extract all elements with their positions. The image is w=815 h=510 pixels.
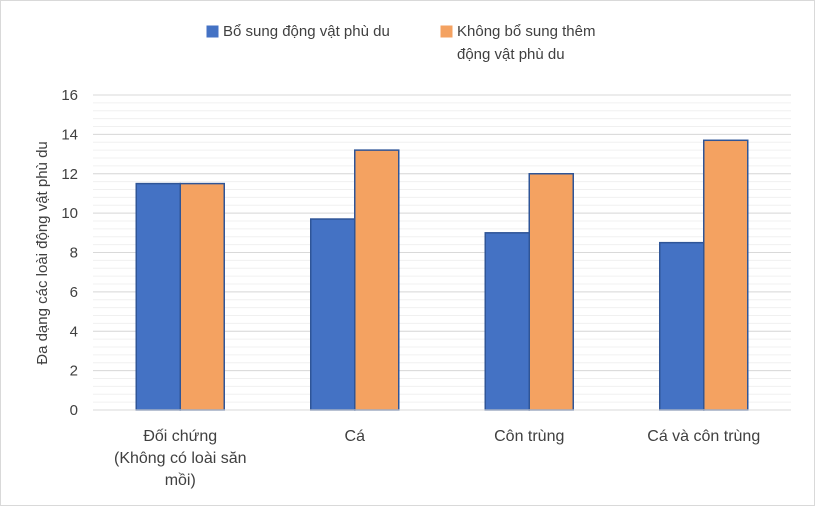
x-tick-label: Cá <box>345 428 366 445</box>
bar <box>528 173 574 411</box>
x-tick-labels: Đối chứng (Không có loài săn mồi) Cá Côn trù… <box>114 428 760 489</box>
legend-swatch <box>206 25 219 38</box>
y-axis-label: Đa dạng các loài động vật phù du <box>34 141 51 365</box>
legend-label-line: Bổ sung động vật phù du <box>223 23 390 40</box>
x-tick-label: Cá và côn trùng <box>647 428 760 445</box>
x-tick-label: Đối chứng (Không có loài săn mồi) <box>114 428 247 489</box>
y-tick-label: 10 <box>61 205 78 222</box>
bars <box>135 139 749 411</box>
bar <box>354 149 400 411</box>
legend-label: Không bổ sung thêm động vật phù du <box>457 23 595 63</box>
x-tick-label-line: Cá <box>345 428 366 445</box>
legend-label-line: động vật phù du <box>457 46 565 63</box>
y-tick-label: 2 <box>70 363 78 380</box>
bar <box>310 218 356 411</box>
x-tick-label: Côn trùng <box>494 428 564 445</box>
y-tick-label: 14 <box>61 126 78 143</box>
bar <box>659 241 705 411</box>
legend: Bổ sung động vật phù du Không bổ sung thê… <box>206 23 595 63</box>
legend-label-line: Không bổ sung thêm <box>457 23 595 40</box>
y-tick-label: 4 <box>70 323 78 340</box>
x-tick-label-line: Côn trùng <box>494 428 564 445</box>
bar <box>135 182 181 411</box>
y-tick-label: 16 <box>61 87 78 104</box>
x-tick-label-line: Đối chứng <box>143 428 217 445</box>
y-tick-labels: 0 2 4 6 8 10 12 14 16 <box>61 87 78 419</box>
y-tick-label: 0 <box>70 402 78 419</box>
x-tick-label-line: mồi) <box>165 472 196 489</box>
y-tick-label: 6 <box>70 284 78 301</box>
x-tick-label-line: (Không có loài săn <box>114 450 247 467</box>
legend-label: Bổ sung động vật phù du <box>223 23 390 40</box>
bar <box>703 139 749 411</box>
y-tick-label: 8 <box>70 245 78 262</box>
bar <box>179 182 225 411</box>
bar <box>484 232 530 411</box>
legend-swatch <box>440 25 453 38</box>
y-tick-label: 12 <box>61 166 78 183</box>
x-tick-label-line: Cá và côn trùng <box>647 428 760 445</box>
